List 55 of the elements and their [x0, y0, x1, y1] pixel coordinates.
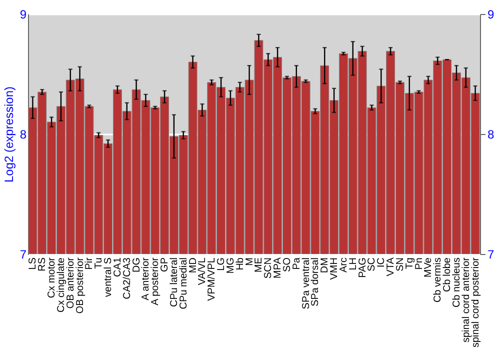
x-tick-label: Cb nucleus: [451, 258, 462, 308]
x-tick-label: OB posterior: [74, 256, 86, 314]
x-tick-label: VMH: [329, 258, 340, 280]
x-tick-label: MVe: [423, 257, 434, 278]
x-tick-label: LG: [216, 257, 228, 271]
y-tick-label: 7: [20, 248, 27, 262]
x-tick-label: MG: [225, 257, 236, 274]
x-tick-label: A posterior: [150, 256, 162, 306]
x-tick-label: spinal cord anterior: [460, 256, 472, 343]
x-tick-label: M: [244, 258, 256, 266]
x-tick-label: Arc: [338, 258, 350, 272]
x-tick-label: CPu lateral: [168, 258, 180, 307]
x-tick-label: IC: [376, 258, 388, 268]
x-tick-label: GP: [160, 257, 171, 272]
x-tick-label: A anterior: [140, 256, 152, 300]
y2-tick-label: 7: [488, 248, 494, 262]
y2-tick-label: 9: [488, 8, 494, 22]
x-tick-label: Hb: [234, 257, 246, 270]
x-tick-label: Pn: [414, 258, 425, 270]
x-tick-label: DG: [131, 257, 142, 272]
x-tick-label: Cb vermis: [432, 258, 444, 303]
x-tick-label: SPa dorsal: [310, 258, 322, 306]
x-tick-label: RS: [37, 257, 48, 272]
x-tick-label: PAG: [357, 257, 368, 278]
x-tick-label: spinal cord posterior: [470, 256, 482, 348]
x-tick-label: LH: [348, 258, 359, 270]
x-tick-label: LS: [28, 257, 39, 270]
x-tick-label: SO: [282, 257, 293, 272]
y-tick-label: 9: [20, 8, 27, 22]
x-tick-label: CPu medial: [178, 258, 190, 310]
x-tick-label: CA1: [112, 257, 124, 277]
y-tick-label: 8: [20, 128, 27, 142]
x-tick-label: ME: [254, 257, 265, 272]
x-tick-label: Cx motor: [46, 256, 58, 298]
x-tick-label: SN: [394, 258, 406, 272]
x-tick-label: MD: [188, 258, 199, 274]
x-tick-label: SCN: [263, 258, 274, 279]
x-tick-label: DM: [320, 258, 331, 274]
x-tick-label: Tg: [404, 258, 416, 270]
y-axis-title: Log2 (expression): [2, 86, 16, 183]
x-tick-label: VTA: [386, 257, 397, 276]
x-tick-label: SC: [366, 258, 378, 272]
x-tick-label: Cx cingulate: [56, 257, 67, 313]
y2-tick-label: 8: [488, 128, 494, 142]
x-tick-label: Pir: [84, 256, 96, 270]
x-tick-label: Tu: [94, 258, 105, 269]
x-tick-label: Cb lobe: [442, 257, 454, 292]
x-tick-label: MPA: [272, 257, 284, 278]
x-tick-label: VA/VL: [197, 257, 208, 286]
x-tick-label: Pa: [291, 257, 302, 270]
x-tick-label: CA2/CA3: [122, 257, 133, 300]
x-tick-label: OB anterior: [65, 256, 76, 309]
x-tick-label: VPM/VPL: [206, 257, 218, 301]
x-tick-label: ventral S: [103, 257, 114, 297]
x-tick-label: SPa ventral: [300, 258, 312, 310]
